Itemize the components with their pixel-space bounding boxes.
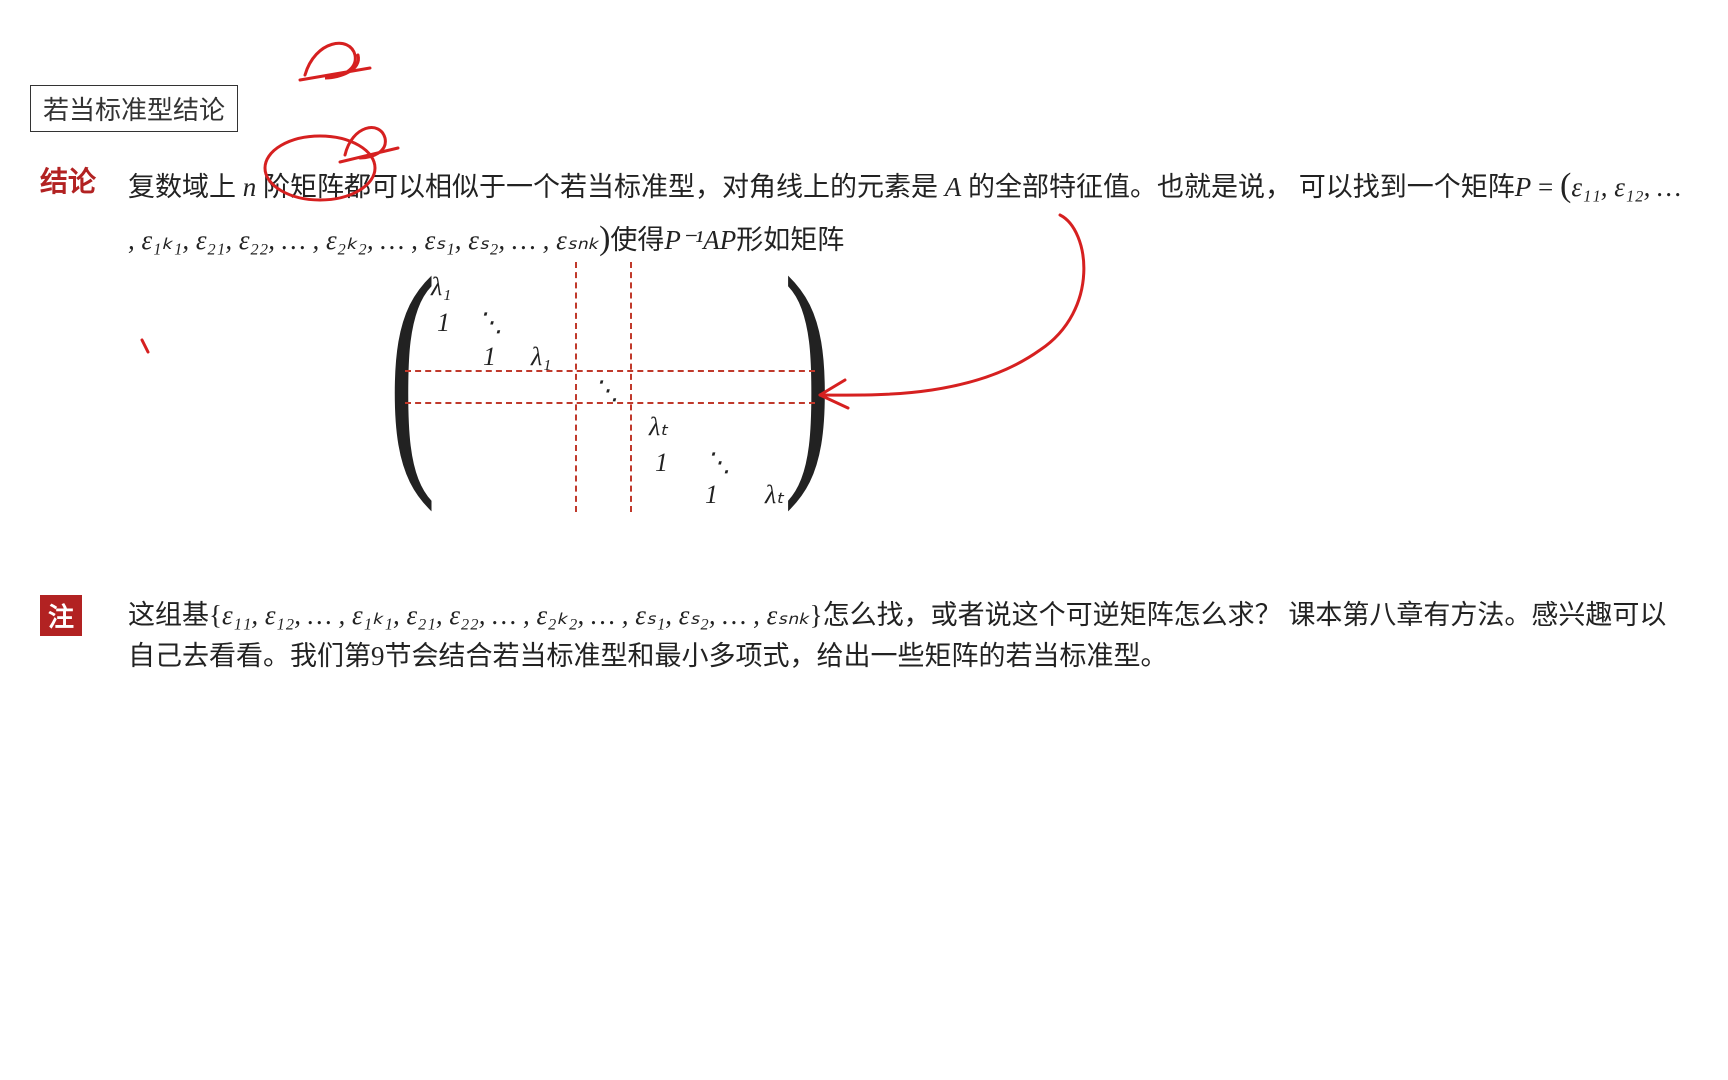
- conc-post-pre: 使得: [610, 225, 664, 255]
- m-ddots-mid: ⋱: [593, 376, 619, 406]
- conc-l1-post: 的全部特征值。也就是说，: [961, 172, 1292, 202]
- m-ddots-b: ⋱: [705, 448, 731, 478]
- conclusion-label: 结论: [40, 160, 96, 200]
- conc-l2-pre: 可以找到一个矩阵: [1299, 172, 1515, 202]
- m-one-d: 1: [705, 480, 718, 510]
- matrix-hline-1: [405, 370, 815, 372]
- conc-n: n: [243, 172, 257, 202]
- matrix-paren-right: ): [784, 244, 832, 494]
- conc-l1-mid: 阶矩阵都可以相似于一个若当标准型，对角线上的元素是: [256, 172, 945, 202]
- m-lambda1-b: λ₁: [531, 342, 551, 372]
- matrix-vline-2: [630, 262, 632, 512]
- m-ddots-a: ⋱: [477, 308, 503, 338]
- title-box: 若当标准型结论: [30, 85, 238, 132]
- conc-l1-pre: 复数域上: [128, 172, 243, 202]
- conclusion-body: 复数域上 n 阶矩阵都可以相似于一个若当标准型，对角线上的元素是 A 的全部特征…: [128, 160, 1688, 265]
- conc-pinv: P⁻¹AP: [664, 225, 736, 255]
- m-one-b: 1: [483, 342, 496, 372]
- conc-paren-open: (: [1560, 167, 1571, 204]
- conc-P: P: [1515, 172, 1532, 202]
- note-l1-pre: 这组基{: [128, 600, 222, 630]
- matrix-vline-1: [575, 262, 577, 512]
- tick-mark: [142, 340, 148, 352]
- conc-A: A: [945, 172, 962, 202]
- note-label: 注: [40, 595, 82, 636]
- note-l1-post: }怎么找，或者说这个可逆矩阵怎么求？: [810, 600, 1282, 630]
- m-lambdat-a: λₜ: [649, 412, 668, 442]
- m-lambda1-a: λ₁: [431, 272, 451, 302]
- conc-eq: =: [1531, 172, 1560, 202]
- note-eps: ε₁₁, ε₁₂, … , ε₁ₖ₁, ε₂₁, ε₂₂, … , ε₂ₖ₂, …: [222, 600, 810, 630]
- scribble-a-top: [300, 43, 370, 80]
- jordan-matrix: ( ) λ₁ 1 ⋱ 1 λ₁ ⋱ λₜ 1 ⋱ 1 λₜ: [405, 262, 815, 512]
- title-text: 若当标准型结论: [43, 96, 225, 125]
- m-one-a: 1: [437, 308, 450, 338]
- conc-paren-close: ): [599, 220, 610, 257]
- note-body: 这组基{ε₁₁, ε₁₂, … , ε₁ₖ₁, ε₂₁, ε₂₂, … , ε₂…: [128, 595, 1688, 676]
- m-lambdat-b: λₜ: [765, 480, 784, 510]
- m-one-c: 1: [655, 448, 668, 478]
- matrix-paren-left: (: [388, 244, 436, 494]
